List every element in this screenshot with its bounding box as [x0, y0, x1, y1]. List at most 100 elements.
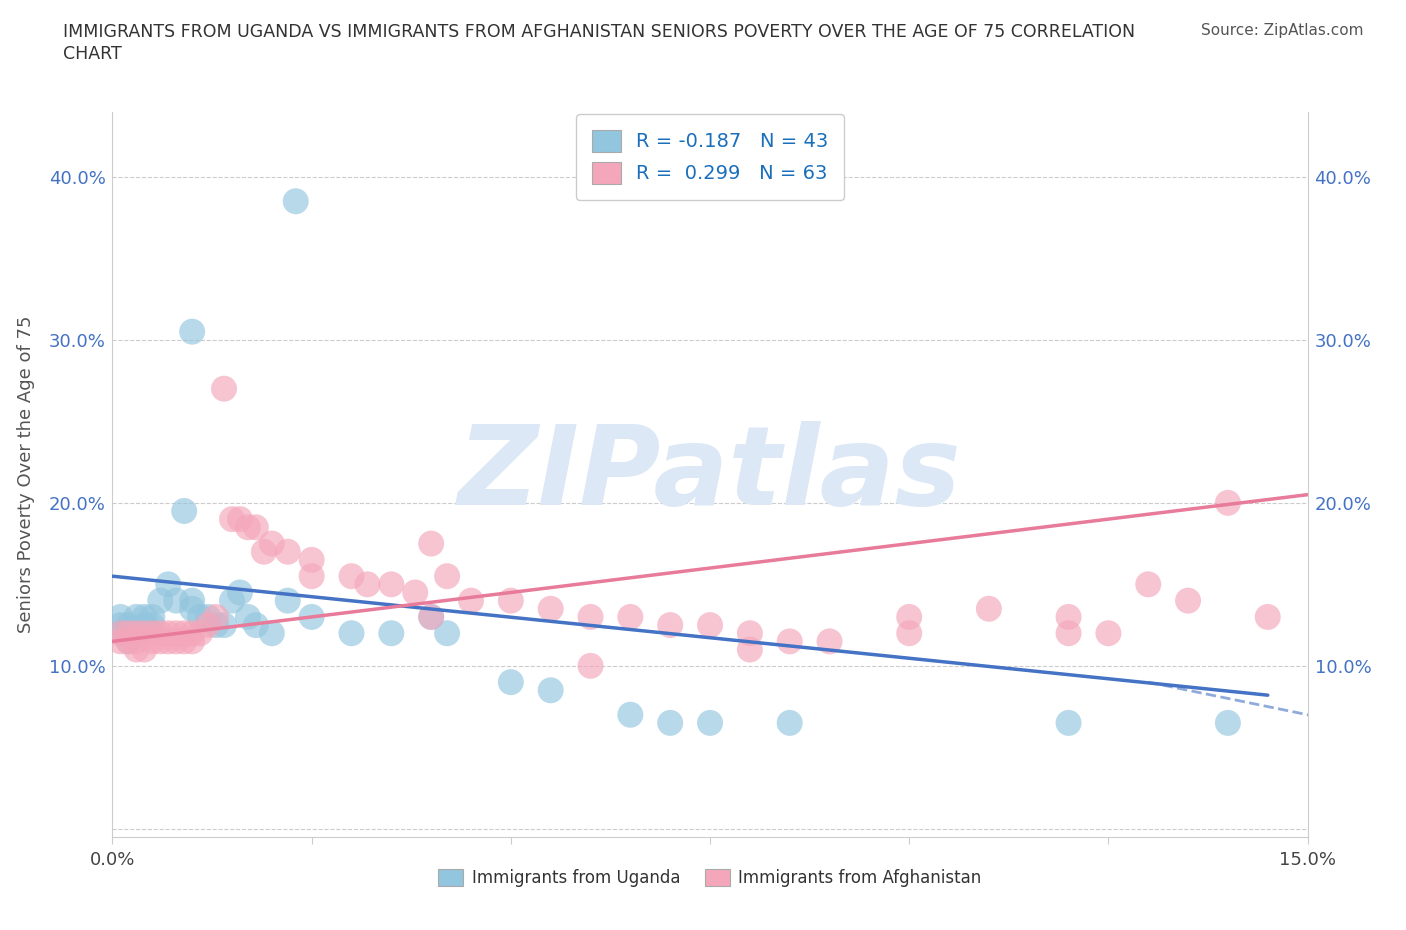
Point — [236, 520, 259, 535]
Point — [157, 626, 180, 641]
Point — [117, 618, 139, 632]
Point — [173, 503, 195, 518]
Point — [340, 626, 363, 641]
Point — [117, 626, 139, 641]
Point — [134, 609, 156, 624]
Point — [236, 609, 259, 624]
Point — [619, 708, 641, 723]
Y-axis label: Seniors Poverty Over the Age of 75: Seniors Poverty Over the Age of 75 — [17, 315, 35, 633]
Point — [738, 626, 761, 641]
Point — [165, 593, 187, 608]
Point — [188, 626, 211, 641]
Point — [579, 609, 602, 624]
Point — [499, 674, 522, 689]
Point — [499, 593, 522, 608]
Point — [149, 634, 172, 649]
Point — [141, 609, 163, 624]
Point — [898, 626, 921, 641]
Point — [404, 585, 426, 600]
Point — [284, 193, 307, 208]
Point — [205, 609, 228, 624]
Point — [1216, 715, 1239, 730]
Point — [460, 593, 482, 608]
Point — [221, 512, 243, 526]
Point — [380, 577, 402, 591]
Point — [436, 569, 458, 584]
Point — [380, 626, 402, 641]
Point — [165, 626, 187, 641]
Point — [125, 626, 148, 641]
Point — [110, 626, 132, 641]
Point — [141, 634, 163, 649]
Point — [157, 577, 180, 591]
Point — [205, 618, 228, 632]
Point — [579, 658, 602, 673]
Point — [277, 544, 299, 559]
Point — [173, 626, 195, 641]
Point — [197, 618, 219, 632]
Point — [1057, 626, 1080, 641]
Point — [898, 609, 921, 624]
Point — [212, 381, 235, 396]
Point — [1257, 609, 1279, 624]
Point — [540, 602, 562, 617]
Point — [141, 618, 163, 632]
Point — [1177, 593, 1199, 608]
Point — [738, 642, 761, 657]
Point — [699, 618, 721, 632]
Point — [181, 634, 204, 649]
Point — [134, 642, 156, 657]
Point — [125, 634, 148, 649]
Point — [212, 618, 235, 632]
Point — [340, 569, 363, 584]
Point — [659, 715, 682, 730]
Text: IMMIGRANTS FROM UGANDA VS IMMIGRANTS FROM AFGHANISTAN SENIORS POVERTY OVER THE A: IMMIGRANTS FROM UGANDA VS IMMIGRANTS FRO… — [63, 23, 1136, 41]
Point — [699, 715, 721, 730]
Point — [188, 609, 211, 624]
Point — [181, 626, 204, 641]
Point — [420, 536, 443, 551]
Legend: R = -0.187   N = 43, R =  0.299   N = 63: R = -0.187 N = 43, R = 0.299 N = 63 — [576, 114, 844, 200]
Point — [110, 634, 132, 649]
Point — [110, 618, 132, 632]
Point — [540, 683, 562, 698]
Point — [149, 593, 172, 608]
Point — [173, 634, 195, 649]
Point — [229, 585, 252, 600]
Point — [1137, 577, 1160, 591]
Point — [420, 609, 443, 624]
Point — [134, 618, 156, 632]
Point — [356, 577, 378, 591]
Point — [277, 593, 299, 608]
Point — [779, 634, 801, 649]
Point — [149, 626, 172, 641]
Text: ZIPatlas: ZIPatlas — [458, 420, 962, 528]
Point — [181, 602, 204, 617]
Point — [1216, 496, 1239, 511]
Point — [117, 634, 139, 649]
Point — [141, 626, 163, 641]
Point — [165, 634, 187, 649]
Point — [110, 609, 132, 624]
Point — [125, 609, 148, 624]
Point — [977, 602, 1000, 617]
Point — [117, 626, 139, 641]
Point — [157, 634, 180, 649]
Point — [221, 593, 243, 608]
Point — [181, 593, 204, 608]
Point — [818, 634, 841, 649]
Point — [779, 715, 801, 730]
Point — [125, 626, 148, 641]
Point — [1057, 609, 1080, 624]
Point — [253, 544, 276, 559]
Point — [1097, 626, 1119, 641]
Point — [1057, 715, 1080, 730]
Point — [619, 609, 641, 624]
Point — [659, 618, 682, 632]
Point — [245, 520, 267, 535]
Point — [436, 626, 458, 641]
Point — [117, 634, 139, 649]
Point — [125, 642, 148, 657]
Point — [301, 552, 323, 567]
Point — [197, 609, 219, 624]
